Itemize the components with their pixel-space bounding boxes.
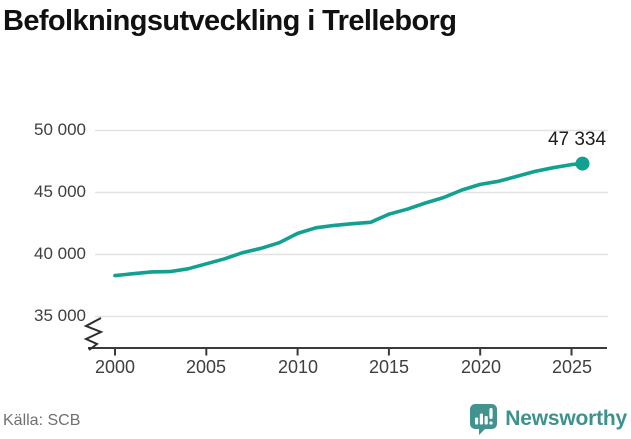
x-tick-label: 2020 [460, 357, 502, 377]
source-credit: Källa: SCB [3, 412, 81, 429]
chart-title: Befolkningsutveckling i Trelleborg [3, 5, 457, 37]
y-tick-label: 35 000 [34, 306, 86, 325]
end-value-label: 47 334 [547, 129, 607, 150]
y-tick-label: 40 000 [34, 244, 86, 263]
y-axis-break-icon [83, 317, 104, 351]
x-tick-label: 2025 [551, 357, 593, 377]
newsworthy-bubble-icon [470, 403, 498, 435]
x-tick-label: 2010 [277, 357, 319, 377]
x-tick-label: 2005 [185, 357, 227, 377]
gridlines [95, 129, 608, 318]
x-tick-label: 2000 [94, 357, 136, 377]
y-tick-label: 50 000 [34, 120, 86, 139]
x-axis-ticks [114, 348, 573, 356]
y-tick-label: 45 000 [34, 182, 86, 201]
x-tick-label: 2015 [368, 357, 410, 377]
newsworthy-logo[interactable]: Newsworthy [469, 403, 627, 435]
newsworthy-wordmark: Newsworthy [505, 407, 627, 430]
population-series-line [113, 161, 585, 278]
series-end-dot [575, 156, 590, 171]
